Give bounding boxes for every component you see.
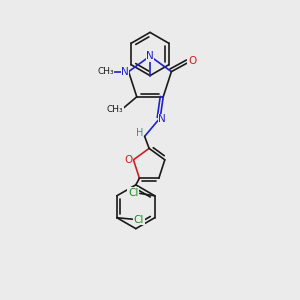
Text: O: O xyxy=(124,155,132,165)
Text: N: N xyxy=(121,67,129,76)
Text: Cl: Cl xyxy=(134,215,144,225)
Text: CH₃: CH₃ xyxy=(97,67,114,76)
Text: H: H xyxy=(136,128,143,138)
Text: CH₃: CH₃ xyxy=(106,105,123,114)
Text: N: N xyxy=(146,51,154,61)
Text: N: N xyxy=(158,114,166,124)
Text: Cl: Cl xyxy=(128,188,138,197)
Text: O: O xyxy=(188,56,196,66)
